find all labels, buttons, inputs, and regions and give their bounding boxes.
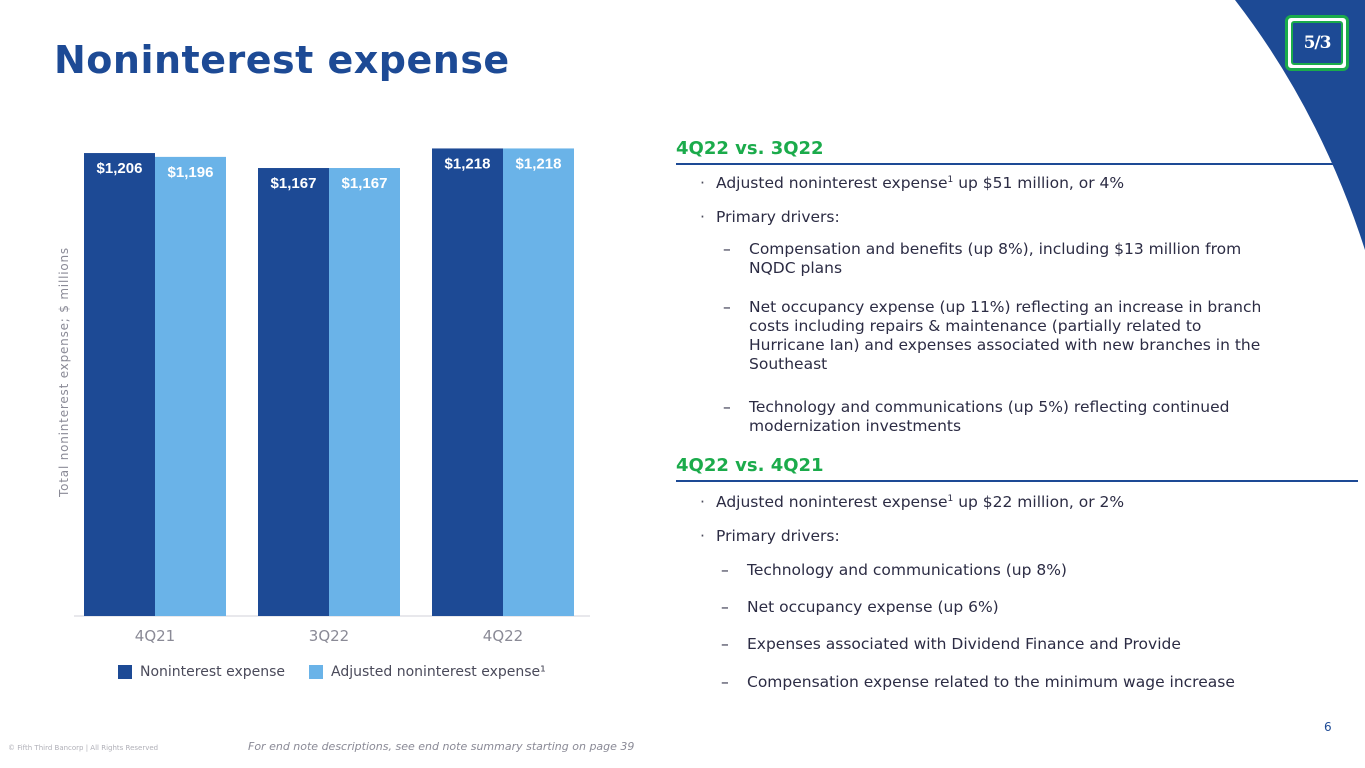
legend-swatch-light [309, 665, 324, 679]
x-tick-label-3q22: 3Q22 [309, 627, 349, 645]
logo-mark: 5/3 [1291, 21, 1343, 65]
bullet-text: Primary drivers: [716, 527, 840, 545]
dash-marker: – [721, 635, 729, 653]
driver-technology-3q22: – Technology and communications (up 5%) … [723, 398, 1309, 436]
driver-dividend-finance-4q21: – Expenses associated with Dividend Fina… [721, 635, 1307, 654]
driver-line: costs including repairs & maintenance (p… [749, 317, 1202, 335]
x-tick-label-4q21: 4Q21 [135, 627, 175, 645]
legend-swatch-dark [118, 665, 132, 679]
bar-3q22-noninterest [258, 168, 329, 616]
data-label-4q21-noninterest: $1,206 [97, 160, 143, 177]
driver-line: Net occupancy expense (up 6%) [747, 598, 999, 616]
driver-compensation-3q22: – Compensation and benefits (up 8%), inc… [723, 240, 1309, 278]
section-heading-vs-3q22: 4Q22 vs. 3Q22 [676, 138, 1358, 165]
dash-marker: – [721, 561, 729, 579]
dash-marker: – [723, 240, 731, 258]
data-label-4q21-adjusted: $1,196 [168, 164, 214, 181]
bullet-text-rest: up $22 million, or 2% [953, 493, 1125, 511]
driver-line: Net occupancy expense (up 11%) reflectin… [749, 298, 1262, 316]
driver-line: Compensation expense related to the mini… [747, 673, 1235, 691]
bullet-text: Primary drivers: [716, 208, 840, 226]
driver-line: Southeast [749, 355, 828, 373]
bar-4q22-noninterest [432, 148, 503, 616]
bar-3q22-adjusted [329, 168, 400, 616]
fifth-third-logo: 5/3 [1285, 15, 1349, 71]
driver-line: Expenses associated with Dividend Financ… [747, 635, 1181, 653]
bullet-text: Adjusted noninterest expense [716, 493, 948, 511]
footnote-ref: 1 [947, 493, 954, 504]
driver-line: modernization investments [749, 417, 962, 435]
page-title: Noninterest expense [54, 38, 510, 82]
bar-4q21-adjusted [155, 156, 226, 616]
x-tick-label-4q22: 4Q22 [483, 627, 523, 645]
bar-4q21-noninterest [84, 153, 155, 616]
bullet-dot: · [700, 493, 705, 511]
bullet-text: Adjusted noninterest expense [716, 174, 948, 192]
bullet-dot: · [700, 527, 705, 545]
footnote-ref: 1 [947, 174, 954, 185]
driver-occupancy-4q21: – Net occupancy expense (up 6%) [721, 598, 1307, 617]
bar-chart: $1,206 $1,196 4Q21 $1,167 $1,167 3Q22 $1,218 $1… [74, 148, 590, 645]
driver-line: Compensation and benefits (up 8%), inclu… [749, 240, 1242, 258]
driver-line: Hurricane Ian) and expenses associated w… [749, 336, 1261, 354]
dash-marker: – [723, 298, 731, 316]
bar-4q22-adjusted [503, 148, 574, 616]
data-label-3q22-noninterest: $1,167 [271, 175, 317, 192]
legend-label: Adjusted noninterest expense¹ [331, 664, 546, 680]
driver-technology-4q21: – Technology and communications (up 8%) [721, 561, 1307, 580]
bullet-text-rest: up $51 million, or 4% [953, 174, 1125, 192]
dash-marker: – [723, 398, 731, 416]
chart-legend: Noninterest expense Adjusted noninterest… [118, 664, 570, 680]
data-label-4q22-adjusted: $1,218 [516, 155, 562, 172]
bullet-dot: · [700, 174, 705, 192]
bullet-dot: · [700, 208, 705, 226]
legend-item-noninterest-expense: Noninterest expense [118, 664, 285, 680]
bullet-adjusted-expense-3q22: · Adjusted noninterest expense1 up $51 mi… [700, 174, 1350, 193]
end-note-footnote: For end note descriptions, see end note … [248, 740, 635, 753]
copyright-text: © Fifth Third Bancorp | All Rights Reser… [8, 744, 159, 752]
data-label-3q22-adjusted: $1,167 [342, 175, 388, 192]
bullet-primary-drivers-3q22: · Primary drivers: [700, 208, 1350, 227]
legend-label: Noninterest expense [140, 664, 286, 680]
driver-line: NQDC plans [749, 259, 843, 277]
section-heading-vs-4q21: 4Q22 vs. 4Q21 [676, 455, 1358, 482]
driver-min-wage-4q21: – Compensation expense related to the mi… [721, 673, 1307, 692]
dash-marker: – [721, 598, 729, 616]
data-label-4q22-noninterest: $1,218 [445, 155, 491, 172]
page-number: 6 [1324, 720, 1332, 734]
bullet-primary-drivers-4q21: · Primary drivers: [700, 527, 1350, 546]
dash-marker: – [721, 673, 729, 691]
driver-line: Technology and communications (up 8%) [747, 561, 1067, 579]
driver-line: Technology and communications (up 5%) re… [749, 398, 1230, 416]
legend-item-adjusted-noninterest-expense: Adjusted noninterest expense¹ [309, 664, 546, 680]
driver-occupancy-3q22: – Net occupancy expense (up 11%) reflect… [723, 298, 1309, 374]
bullet-adjusted-expense-4q21: · Adjusted noninterest expense1 up $22 mi… [700, 493, 1350, 512]
